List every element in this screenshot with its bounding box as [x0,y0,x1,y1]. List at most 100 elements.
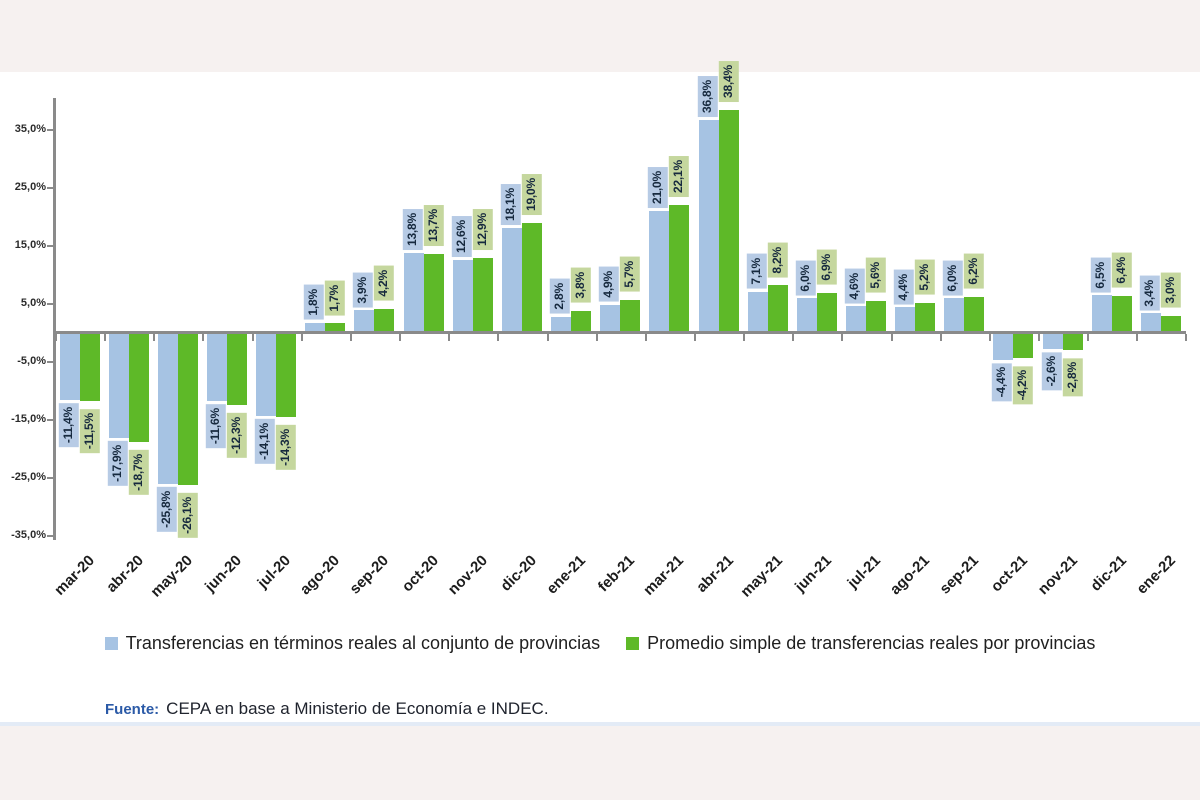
x-tick [448,334,451,341]
bar [1091,295,1112,333]
bar [452,259,473,333]
bar-label: 21,0% [648,167,669,209]
bar-label: 22,1% [669,155,690,197]
y-tick [47,303,54,305]
y-tick [47,535,54,537]
x-tick [1038,334,1040,341]
bar [649,211,670,333]
bar-label: 18,1% [500,184,521,226]
y-axis [53,98,56,540]
bar-label: -4,2% [1013,366,1034,405]
bar [1140,313,1161,333]
y-tick-label: 25,0% [14,181,46,193]
bar [915,302,936,333]
bar [1042,334,1063,350]
y-tick [47,477,54,479]
bar-label: 12,6% [451,215,472,257]
separator-line [0,722,1200,726]
y-tick-label: 5,0% [20,297,46,309]
source-note: Fuente: CEPA en base a Ministerio de Econ… [105,699,549,719]
x-tick [1136,334,1139,341]
y-tick [47,245,54,247]
x-tick [497,334,500,341]
x-tick [693,334,696,341]
bar-label: 7,1% [746,254,767,289]
source-text: CEPA en base a Ministerio de Economía e … [166,699,549,718]
bar-label: 6,0% [795,260,816,296]
bar [256,334,277,416]
y-tick-label: -35,0% [11,529,46,541]
bar-label: -11,4% [58,403,79,448]
bar [354,310,375,333]
bar [964,297,985,333]
bar-label: -12,3% [227,413,247,459]
bar [796,298,817,333]
bar [571,310,592,333]
bar [993,334,1014,360]
bar [501,228,522,333]
y-tick-label: -25,0% [11,471,46,483]
source-prefix: Fuente: [105,701,160,718]
legend-label-promedio: Promedio simple de transferencias reales… [647,633,1096,653]
bar [59,334,80,401]
y-tick-label: -5,0% [17,355,46,367]
x-tick [890,334,893,341]
x-tick [841,334,844,341]
x-tick [202,334,205,341]
x-tick [251,334,254,341]
y-tick [47,187,54,189]
bar [276,334,297,417]
bar-label: -17,9% [107,440,128,486]
bar [1062,334,1083,351]
bar [177,334,198,486]
bar-label: 6,5% [1090,257,1111,293]
bar-label: -4,4% [992,362,1013,401]
bar-label: 4,6% [844,268,865,304]
x-tick [988,334,991,341]
bar-label: 5,2% [915,260,935,295]
bar-label: 8,2% [767,242,788,278]
bar [157,334,178,484]
x-tick [300,334,303,341]
y-tick [47,129,54,131]
bar [845,306,866,333]
legend-swatch-green-icon [626,637,640,650]
x-tick [153,334,156,341]
x-tick [743,334,746,341]
x-tick [1087,334,1090,341]
x-tick [399,334,402,341]
x-tick [595,334,598,341]
bar [551,316,572,333]
bar [227,334,248,406]
bar [79,334,100,401]
bar-label: 13,8% [402,208,423,250]
bar-label: -11,5% [79,408,100,453]
legend-item-promedio: Promedio simple de transferencias reales… [626,633,1095,654]
bar-label: 19,0% [521,173,542,215]
bar-label: 6,4% [1111,253,1132,288]
bar [669,204,690,333]
y-tick-label: 35,0% [14,123,46,135]
legend-item-conjunto: Transferencias en términos reales al con… [104,633,600,654]
x-tick [644,334,647,341]
x-tick [1185,334,1188,341]
legend: Transferencias en términos reales al con… [0,633,1200,654]
bar [108,334,129,438]
bar-label: 6,0% [943,260,964,296]
bar [128,334,149,443]
bar [620,299,641,333]
y-tick [47,361,54,363]
bar-label: 1,7% [325,280,346,316]
bar [865,300,886,333]
x-tick [349,334,352,341]
bar [718,110,739,333]
bar [374,308,395,333]
bar-label: 6,2% [964,254,985,290]
bottom-margin-band [0,726,1200,800]
x-tick [104,334,107,341]
bar-label: 3,8% [571,268,591,303]
bar-label: 4,9% [599,267,620,302]
bar [423,253,444,333]
bar-label: 3,9% [353,272,374,308]
